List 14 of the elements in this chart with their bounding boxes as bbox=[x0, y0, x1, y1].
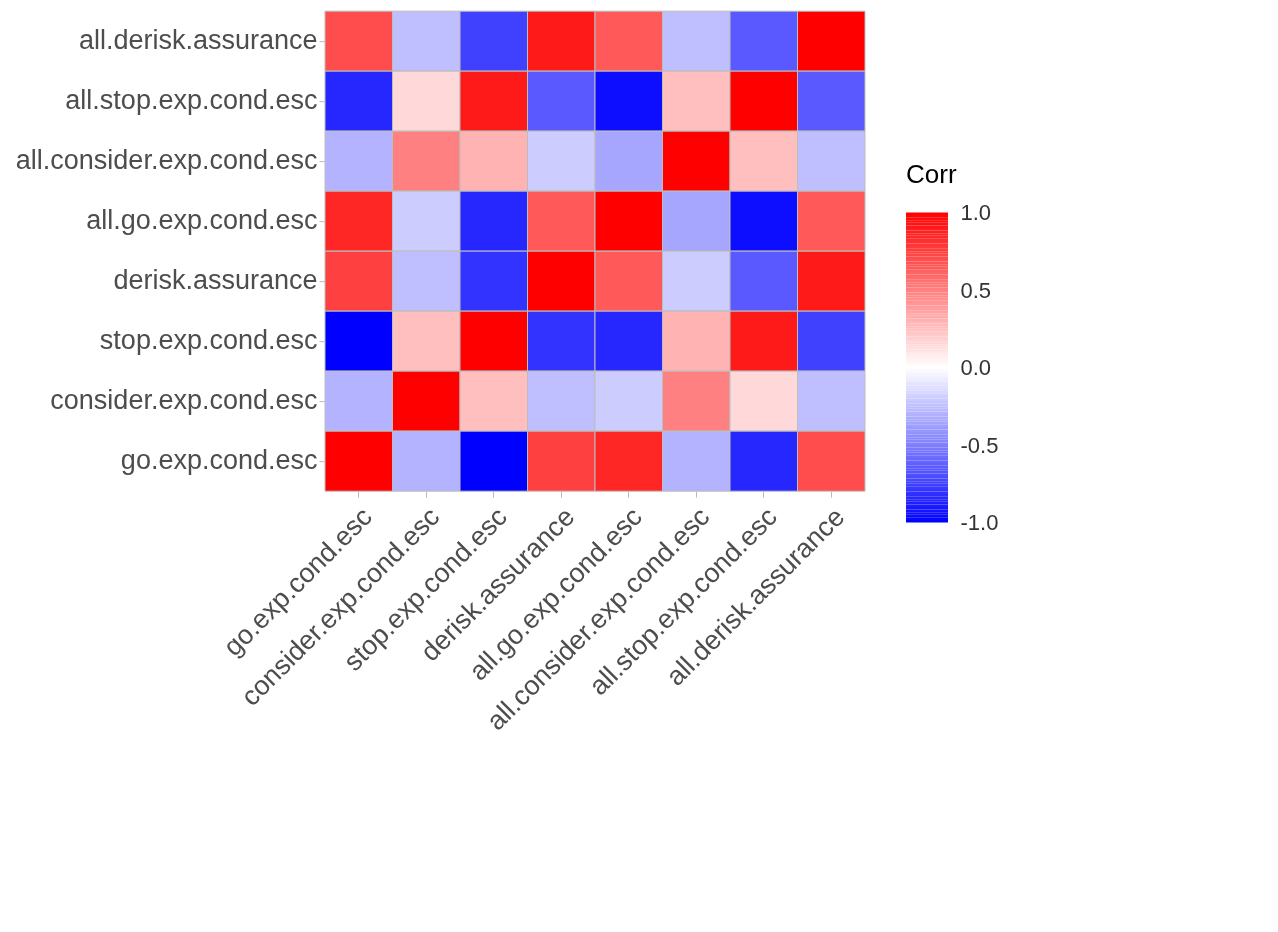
y-tick-label: derisk.assurance bbox=[113, 265, 318, 296]
y-tick-label: consider.exp.cond.esc bbox=[50, 385, 318, 416]
color-bar-label: -1.0 bbox=[960, 510, 999, 535]
color-bar-title: Corr bbox=[906, 158, 957, 189]
y-tick-label: all.consider.exp.cond.esc bbox=[15, 145, 318, 176]
y-tick-label: all.stop.exp.cond.esc bbox=[65, 85, 318, 116]
color-bar-label: -0.5 bbox=[960, 432, 999, 458]
y-tick-label: all.go.exp.cond.esc bbox=[86, 205, 318, 236]
color-bar-label: 1.0 bbox=[960, 200, 992, 225]
color-bar-label: 0.5 bbox=[960, 277, 992, 303]
y-tick-label: go.exp.cond.esc bbox=[120, 445, 318, 476]
y-tick-label: all.derisk.assurance bbox=[78, 25, 318, 56]
color-bar-label: 0.0 bbox=[960, 355, 992, 380]
y-tick-label: stop.exp.cond.esc bbox=[99, 325, 318, 356]
